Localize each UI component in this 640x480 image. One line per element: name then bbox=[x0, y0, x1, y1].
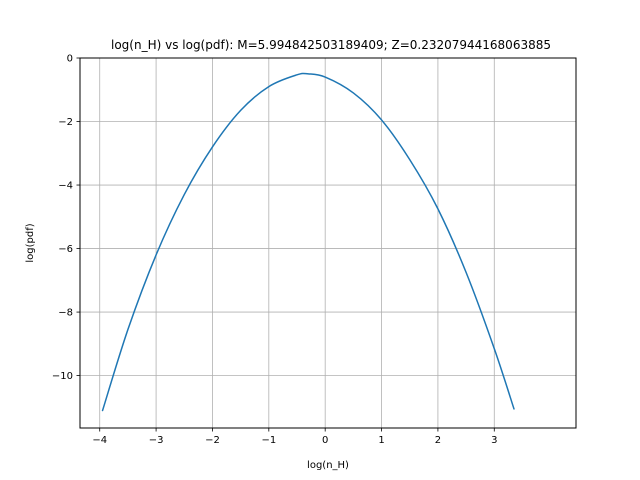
x-tick-label: 0 bbox=[322, 435, 328, 446]
series-line-0 bbox=[101, 72, 515, 412]
x-tick-label: −4 bbox=[92, 435, 107, 446]
y-tick-label: −2 bbox=[58, 117, 73, 128]
x-tick-label: 2 bbox=[435, 435, 441, 446]
y-axis: −10 −8 −6 −4 −2 0 bbox=[52, 54, 80, 382]
x-tick-label: 3 bbox=[491, 435, 497, 446]
y-tick-label: −4 bbox=[58, 181, 73, 192]
plot-frame bbox=[79, 57, 577, 429]
y-tick-label: −6 bbox=[58, 244, 73, 255]
plot-area bbox=[80, 58, 576, 428]
chart-title: log(n_H) vs log(pdf): M=5.99484250318940… bbox=[111, 38, 551, 52]
x-axis: −4 −3 −2 −1 0 1 2 3 bbox=[92, 428, 497, 446]
x-tick-label: 1 bbox=[378, 435, 384, 446]
x-tick-label: −2 bbox=[205, 435, 220, 446]
y-tick-label: −10 bbox=[52, 371, 73, 382]
y-tick-label: −8 bbox=[58, 308, 73, 319]
x-tick-label: −1 bbox=[261, 435, 276, 446]
y-axis-label: log(pdf) bbox=[25, 223, 36, 262]
series-layer bbox=[101, 72, 515, 412]
y-tick-label: 0 bbox=[67, 54, 73, 65]
x-tick-label: −3 bbox=[149, 435, 164, 446]
x-axis-label: log(n_H) bbox=[307, 460, 349, 471]
